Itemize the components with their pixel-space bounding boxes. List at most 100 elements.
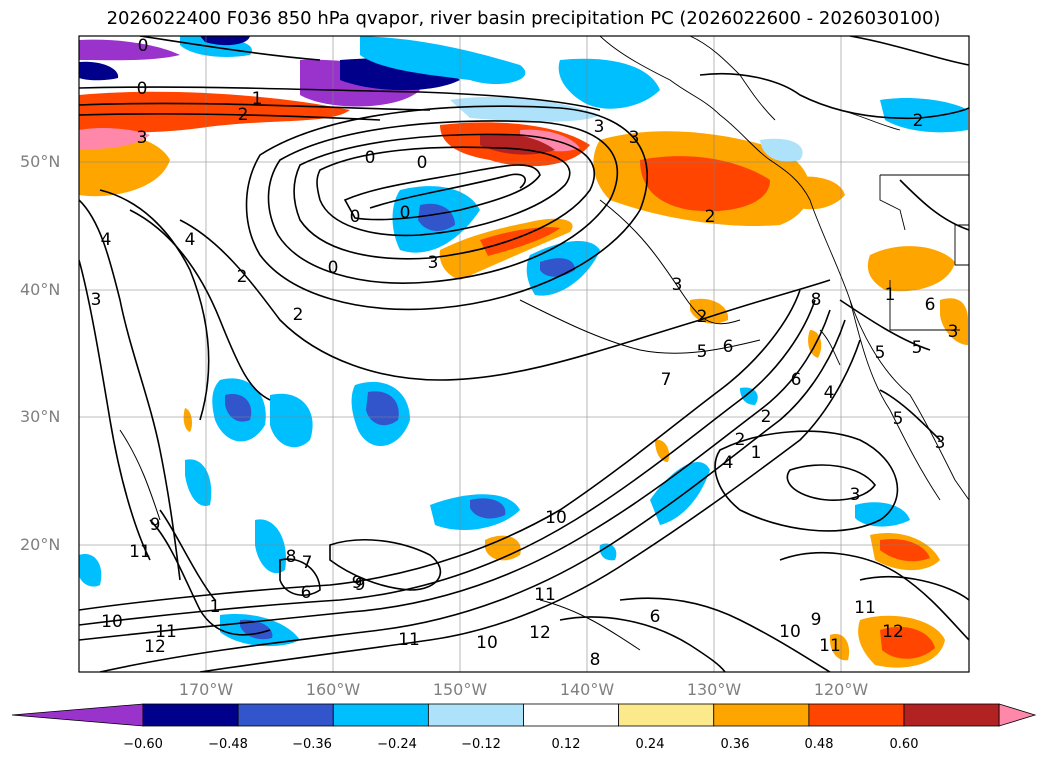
latitude-label: 50°N — [20, 152, 61, 171]
shade-patch — [690, 298, 729, 324]
contour-label: 5 — [875, 343, 886, 363]
contour-label: 2 — [913, 111, 924, 131]
shade-patch — [270, 393, 313, 448]
contour-label: 0 — [365, 148, 376, 168]
colorbar-swatch — [903, 703, 1000, 727]
shade-patch — [79, 127, 150, 150]
shade-patch — [880, 539, 930, 562]
shade-patch — [940, 298, 968, 345]
contour-label: 3 — [629, 128, 640, 148]
contour-label: 8 — [590, 650, 601, 670]
contour-label: 12 — [529, 623, 551, 643]
shade-patch — [855, 502, 910, 527]
colorbar-swatch — [618, 703, 715, 727]
contour-label: 2 — [735, 430, 746, 450]
contour-label: 6 — [791, 370, 802, 390]
shade-patch — [470, 498, 506, 519]
colorbar-swatch — [237, 703, 334, 727]
contour-label: 11 — [854, 598, 876, 618]
contour-label: 8 — [286, 547, 297, 567]
shade-patch — [640, 156, 770, 212]
shade-patch — [599, 543, 617, 561]
contour-lines-thin — [119, 199, 761, 651]
colorbar-tick-label: −0.24 — [377, 737, 417, 752]
longitude-label: 140°W — [559, 680, 615, 699]
colorbar-swatch — [808, 703, 905, 727]
contour-label: 5 — [912, 338, 923, 358]
contour-label: 3 — [428, 253, 439, 273]
contour-label: 9 — [352, 573, 363, 593]
colorbar-tick-label: −0.48 — [208, 737, 248, 752]
shade-patch — [880, 98, 968, 133]
shade-patch — [225, 394, 252, 422]
map-title: 2026022400 F036 850 hPa qvapor, river ba… — [106, 8, 941, 29]
colorbar-extend-high — [998, 703, 1037, 727]
contour-label: 2 — [697, 307, 708, 327]
contour-label: 11 — [398, 630, 420, 650]
contour-label: 2 — [293, 305, 304, 325]
shade-patch — [740, 387, 758, 405]
colorbar — [11, 703, 1037, 727]
contour-label: 10 — [545, 508, 567, 528]
shade-patch — [418, 203, 455, 232]
colorbar-tick-label: 0.12 — [551, 737, 581, 752]
contour-label: 0 — [137, 79, 148, 99]
contour-label: 7 — [302, 553, 313, 573]
contour-label: 6 — [650, 607, 661, 627]
shade-patch — [185, 459, 212, 506]
colorbar-tick-label: 0.60 — [889, 737, 919, 752]
colorbar-tick-label: −0.36 — [292, 737, 332, 752]
contour-label: 3 — [850, 485, 861, 505]
longitude-label: 120°W — [813, 680, 869, 699]
map-frame — [78, 35, 970, 673]
colorbar-extend-low — [11, 703, 144, 727]
contour-label: 4 — [185, 230, 196, 250]
contour-label: 0 — [400, 203, 411, 223]
contour-label: 0 — [350, 207, 361, 227]
colorbar-swatch — [142, 703, 239, 727]
shade-patch — [255, 519, 286, 574]
contour-label: 11 — [129, 542, 151, 562]
longitude-label: 170°W — [178, 680, 234, 699]
latitude-label: 40°N — [20, 280, 61, 299]
shade-patch — [183, 408, 193, 432]
shade-patch — [480, 227, 560, 256]
contour-label: 6 — [925, 295, 936, 315]
contour-label: 1 — [885, 285, 896, 305]
contour-label: 1 — [210, 597, 221, 617]
colorbar-tick-label: −0.12 — [461, 737, 501, 752]
contour-label: 9 — [355, 575, 366, 595]
contour-label: 3 — [935, 433, 946, 453]
colorbar-swatch — [523, 703, 620, 727]
shade-patch — [79, 554, 102, 587]
colorbar-tick-label: −0.60 — [123, 737, 163, 752]
contour-label: 3 — [594, 117, 605, 137]
longitude-label: 130°W — [686, 680, 742, 699]
contour-label: 5 — [697, 342, 708, 362]
contour-label: 4 — [101, 230, 112, 250]
contour-label: 2 — [238, 105, 249, 125]
contour-label: 3 — [137, 128, 148, 148]
shade-patch — [760, 138, 803, 162]
shade-patch — [200, 36, 250, 46]
contour-label: 4 — [723, 453, 734, 473]
contour-label: 11 — [155, 622, 177, 642]
shade-patch — [650, 461, 710, 525]
contour-label: 1 — [252, 89, 263, 109]
contour-label: 11 — [819, 636, 841, 656]
colorbar-swatch — [713, 703, 810, 727]
contour-label: 2 — [761, 407, 772, 427]
contour-label: 2 — [705, 207, 716, 227]
longitude-label: 150°W — [432, 680, 488, 699]
contour-label: 0 — [328, 258, 339, 278]
shade-patch — [558, 58, 660, 109]
contour-label: 3 — [91, 290, 102, 310]
contour-label: 6 — [301, 583, 312, 603]
shade-patch — [880, 626, 935, 659]
contour-label: 0 — [417, 153, 428, 173]
shade-patch — [480, 133, 555, 155]
contour-label: 12 — [144, 637, 166, 657]
contour-lines — [79, 36, 969, 672]
shade-patch — [360, 36, 526, 85]
contour-label: 3 — [948, 322, 959, 342]
